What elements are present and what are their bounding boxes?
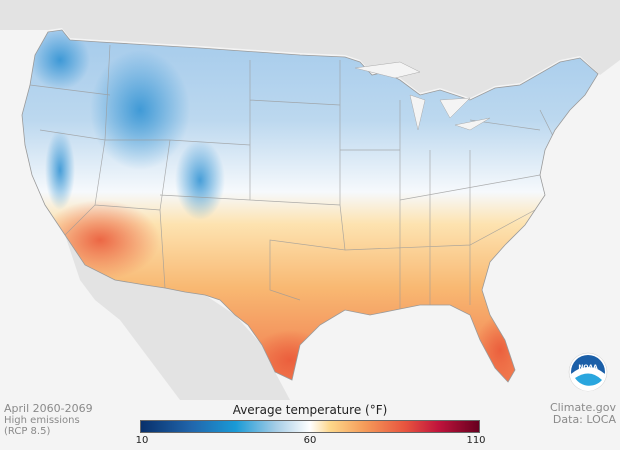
data-credit: Data: LOCA: [552, 413, 616, 426]
state-borders: [29, 44, 561, 310]
great-lakes: [354, 61, 491, 131]
legend-title: Average temperature (°F): [232, 403, 388, 417]
scenario-rcp-label: (RCP 8.5): [4, 426, 51, 437]
legend-tick-min: 10: [135, 435, 149, 446]
noaa-logo-text: NOAA: [578, 364, 598, 371]
period-label: April 2060-2069: [4, 402, 93, 415]
us-temperature-surface: [22, 30, 598, 382]
legend-color-bar: [140, 420, 480, 433]
legend-tick-mid: 60: [303, 435, 317, 446]
period-info: April 2060-2069 High emissions (RCP 8.5): [4, 402, 93, 437]
legend-tick-max: 110: [466, 435, 486, 446]
noaa-logo: NOAA: [568, 352, 608, 392]
credits: Climate.gov Data: LOCA: [550, 402, 616, 426]
mexico-land: [65, 235, 290, 400]
source-credit: Climate.gov: [549, 401, 616, 414]
canada-land: [0, 0, 620, 98]
scenario-label: High emissions: [4, 415, 80, 426]
